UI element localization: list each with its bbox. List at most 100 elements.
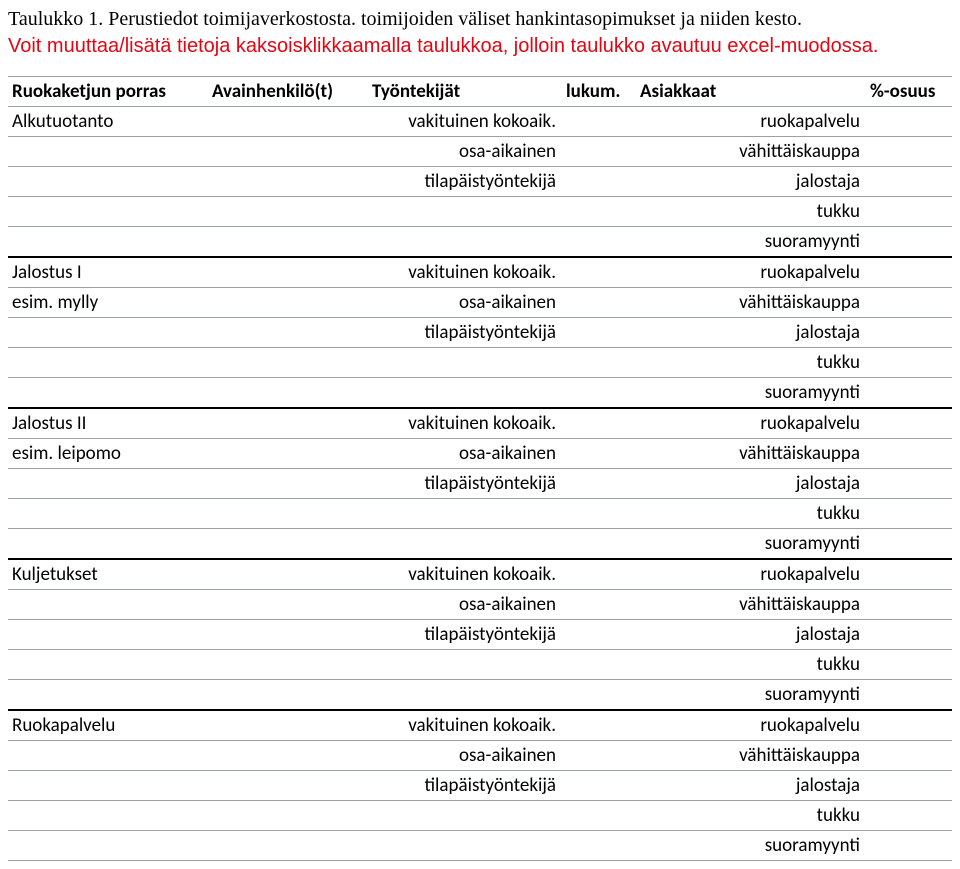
cell-c6[interactable]	[866, 741, 952, 771]
cell-c6[interactable]	[866, 620, 952, 650]
cell-c1[interactable]	[8, 499, 208, 529]
cell-c2[interactable]	[208, 137, 368, 167]
cell-c5[interactable]: jalostaja	[636, 318, 866, 348]
cell-c4[interactable]	[562, 620, 636, 650]
cell-c5[interactable]: suoramyynti	[636, 831, 866, 861]
cell-c5[interactable]: jalostaja	[636, 167, 866, 197]
cell-c2[interactable]	[208, 529, 368, 560]
cell-c4[interactable]	[562, 318, 636, 348]
cell-c5[interactable]: ruokapalvelu	[636, 559, 866, 590]
cell-c2[interactable]	[208, 801, 368, 831]
cell-c1[interactable]	[8, 590, 208, 620]
cell-c1[interactable]	[8, 741, 208, 771]
cell-c5[interactable]: jalostaja	[636, 469, 866, 499]
cell-c5[interactable]: tukku	[636, 801, 866, 831]
cell-c4[interactable]	[562, 801, 636, 831]
cell-c1[interactable]	[8, 137, 208, 167]
cell-c5[interactable]: ruokapalvelu	[636, 408, 866, 439]
cell-c3[interactable]: tilapäistyöntekijä	[368, 318, 562, 348]
cell-c4[interactable]	[562, 257, 636, 288]
cell-c3[interactable]: tilapäistyöntekijä	[368, 469, 562, 499]
cell-c2[interactable]	[208, 167, 368, 197]
cell-c6[interactable]	[866, 680, 952, 711]
cell-c5[interactable]: tukku	[636, 197, 866, 227]
cell-c6[interactable]	[866, 650, 952, 680]
cell-c1[interactable]: Jalostus I	[8, 257, 208, 288]
cell-c3[interactable]: vakituinen kokoaik.	[368, 559, 562, 590]
cell-c5[interactable]: suoramyynti	[636, 529, 866, 560]
cell-c4[interactable]	[562, 227, 636, 258]
cell-c6[interactable]	[866, 348, 952, 378]
cell-c6[interactable]	[866, 559, 952, 590]
cell-c2[interactable]	[208, 680, 368, 711]
cell-c3[interactable]: osa-aikainen	[368, 590, 562, 620]
cell-c4[interactable]	[562, 559, 636, 590]
cell-c5[interactable]: ruokapalvelu	[636, 257, 866, 288]
cell-c4[interactable]	[562, 680, 636, 711]
cell-c1[interactable]	[8, 378, 208, 409]
cell-c1[interactable]	[8, 801, 208, 831]
cell-c3[interactable]	[368, 529, 562, 560]
cell-c1[interactable]	[8, 318, 208, 348]
cell-c6[interactable]	[866, 771, 952, 801]
cell-c2[interactable]	[208, 469, 368, 499]
cell-c5[interactable]: tukku	[636, 499, 866, 529]
cell-c6[interactable]	[866, 378, 952, 409]
cell-c4[interactable]	[562, 288, 636, 318]
cell-c5[interactable]: tukku	[636, 348, 866, 378]
cell-c6[interactable]	[866, 197, 952, 227]
cell-c2[interactable]	[208, 439, 368, 469]
cell-c3[interactable]: osa-aikainen	[368, 137, 562, 167]
cell-c5[interactable]: jalostaja	[636, 771, 866, 801]
cell-c1[interactable]: Kuljetukset	[8, 559, 208, 590]
cell-c3[interactable]	[368, 831, 562, 861]
cell-c4[interactable]	[562, 741, 636, 771]
cell-c4[interactable]	[562, 348, 636, 378]
cell-c4[interactable]	[562, 439, 636, 469]
cell-c1[interactable]	[8, 167, 208, 197]
cell-c5[interactable]: vähittäiskauppa	[636, 590, 866, 620]
cell-c3[interactable]: vakituinen kokoaik.	[368, 408, 562, 439]
cell-c6[interactable]	[866, 167, 952, 197]
cell-c1[interactable]	[8, 831, 208, 861]
cell-c4[interactable]	[562, 499, 636, 529]
cell-c4[interactable]	[562, 408, 636, 439]
cell-c3[interactable]: osa-aikainen	[368, 439, 562, 469]
cell-c3[interactable]	[368, 499, 562, 529]
cell-c3[interactable]: tilapäistyöntekijä	[368, 167, 562, 197]
cell-c2[interactable]	[208, 559, 368, 590]
cell-c6[interactable]	[866, 801, 952, 831]
cell-c3[interactable]	[368, 197, 562, 227]
cell-c2[interactable]	[208, 620, 368, 650]
cell-c4[interactable]	[562, 590, 636, 620]
cell-c6[interactable]	[866, 408, 952, 439]
cell-c1[interactable]	[8, 620, 208, 650]
cell-c4[interactable]	[562, 378, 636, 409]
cell-c2[interactable]	[208, 318, 368, 348]
cell-c6[interactable]	[866, 257, 952, 288]
cell-c4[interactable]	[562, 137, 636, 167]
cell-c3[interactable]	[368, 801, 562, 831]
cell-c6[interactable]	[866, 499, 952, 529]
cell-c1[interactable]: Ruokapalvelu	[8, 710, 208, 741]
cell-c1[interactable]: Jalostus II	[8, 408, 208, 439]
cell-c5[interactable]: vähittäiskauppa	[636, 741, 866, 771]
cell-c2[interactable]	[208, 499, 368, 529]
cell-c5[interactable]: tukku	[636, 650, 866, 680]
cell-c6[interactable]	[866, 288, 952, 318]
cell-c1[interactable]: esim. mylly	[8, 288, 208, 318]
cell-c2[interactable]	[208, 288, 368, 318]
cell-c5[interactable]: ruokapalvelu	[636, 107, 866, 137]
cell-c3[interactable]: tilapäistyöntekijä	[368, 771, 562, 801]
cell-c1[interactable]	[8, 348, 208, 378]
cell-c2[interactable]	[208, 378, 368, 409]
cell-c1[interactable]	[8, 197, 208, 227]
cell-c1[interactable]	[8, 680, 208, 711]
cell-c6[interactable]	[866, 137, 952, 167]
cell-c1[interactable]	[8, 469, 208, 499]
cell-c1[interactable]	[8, 529, 208, 560]
cell-c4[interactable]	[562, 710, 636, 741]
cell-c2[interactable]	[208, 650, 368, 680]
cell-c4[interactable]	[562, 771, 636, 801]
cell-c4[interactable]	[562, 469, 636, 499]
